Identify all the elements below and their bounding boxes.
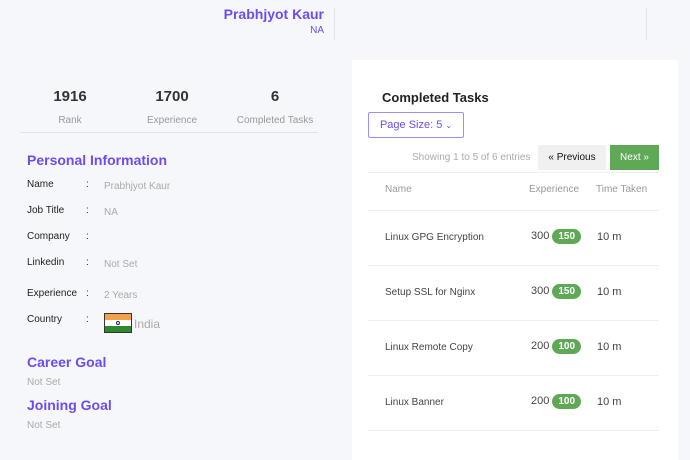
field-separator: : [86, 257, 89, 268]
divider [368, 430, 659, 431]
task-time: 10 m [597, 396, 622, 408]
task-time: 10 m [597, 341, 622, 353]
field-separator: : [86, 205, 89, 216]
divider [368, 265, 659, 266]
column-header-time: Time Taken [596, 184, 648, 195]
bonus-badge: 100 [552, 394, 582, 409]
profile-name: Prabhjyot Kaur [223, 6, 324, 22]
field-label: Company [27, 231, 70, 242]
task-experience: 300 150 [531, 284, 582, 299]
field-separator: : [86, 179, 89, 190]
task-time: 10 m [597, 231, 622, 243]
completed-tasks-panel: Completed Tasks Page Size: 5 ⌄ Showing 1 … [352, 60, 678, 460]
field-separator: : [86, 314, 89, 325]
column-header-experience: Experience [529, 184, 580, 195]
stat-experience: 1700 Experience [146, 88, 198, 126]
task-name[interactable]: Linux GPG Encryption [385, 232, 484, 243]
profile-subtitle: NA [310, 25, 324, 36]
career-goal-heading: Career Goal [27, 354, 107, 370]
field-value: Prabhjyot Kaur [104, 181, 171, 192]
field-value: India [134, 317, 161, 331]
divider [334, 8, 335, 40]
field-value: Not Set [104, 259, 138, 270]
bonus-badge: 150 [552, 229, 582, 244]
field-value: 2 Years [104, 290, 138, 301]
divider [368, 320, 659, 321]
joining-goal-heading: Joining Goal [27, 397, 112, 413]
field-separator: : [86, 231, 89, 242]
personal-info-heading: Personal Information [27, 152, 168, 168]
panel-title: Completed Tasks [382, 90, 489, 105]
india-flag-icon [104, 313, 132, 333]
divider [368, 375, 659, 376]
next-button[interactable]: Next » [610, 145, 659, 170]
field-separator: : [86, 288, 89, 299]
divider [646, 8, 647, 40]
task-name[interactable]: Setup SSL for Nginx [385, 287, 476, 298]
field-label: Linkedin [27, 257, 65, 268]
task-experience: 200 100 [531, 394, 582, 409]
stat-rank: 1916 Rank [53, 88, 87, 126]
field-label: Experience [27, 288, 78, 299]
task-name[interactable]: Linux Banner [385, 397, 444, 408]
divider [20, 132, 318, 133]
task-time: 10 m [597, 286, 622, 298]
career-goal-value: Not Set [27, 377, 61, 388]
stat-completed-tasks: 6 Completed Tasks [236, 88, 314, 126]
field-label: Name [27, 179, 54, 190]
bonus-badge: 100 [552, 339, 582, 354]
task-name[interactable]: Linux Remote Copy [385, 342, 473, 353]
chevron-down-icon: ⌄ [445, 120, 453, 130]
column-header-name: Name [385, 184, 412, 195]
field-label: Country [27, 314, 63, 325]
page-size-dropdown[interactable]: Page Size: 5 ⌄ [368, 112, 464, 138]
divider [368, 172, 659, 173]
previous-button[interactable]: « Previous [538, 145, 606, 170]
entries-info: Showing 1 to 5 of 6 entries [412, 152, 531, 163]
divider [368, 210, 659, 211]
task-experience: 300 150 [531, 229, 582, 244]
field-label: Job Title [27, 205, 65, 216]
bonus-badge: 150 [552, 284, 582, 299]
joining-goal-value: Not Set [27, 420, 61, 431]
field-value: NA [104, 207, 118, 218]
task-experience: 200 100 [531, 339, 582, 354]
